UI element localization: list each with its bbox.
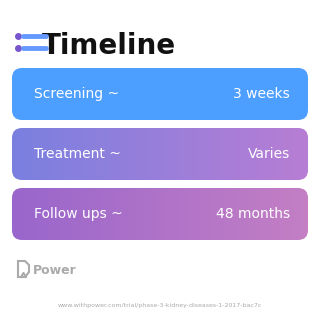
Text: Varies: Varies — [248, 147, 290, 161]
Text: Screening ~: Screening ~ — [34, 87, 119, 101]
Text: 48 months: 48 months — [216, 207, 290, 221]
Text: Treatment ~: Treatment ~ — [34, 147, 121, 161]
FancyBboxPatch shape — [12, 68, 308, 120]
Text: Timeline: Timeline — [42, 32, 176, 60]
Text: 3 weeks: 3 weeks — [233, 87, 290, 101]
FancyBboxPatch shape — [12, 188, 308, 240]
FancyBboxPatch shape — [12, 128, 308, 180]
Text: www.withpower.com/trial/phase-3-kidney-diseases-1-2017-bac7c: www.withpower.com/trial/phase-3-kidney-d… — [58, 302, 262, 307]
Text: Follow ups ~: Follow ups ~ — [34, 207, 123, 221]
Text: Power: Power — [33, 264, 77, 277]
